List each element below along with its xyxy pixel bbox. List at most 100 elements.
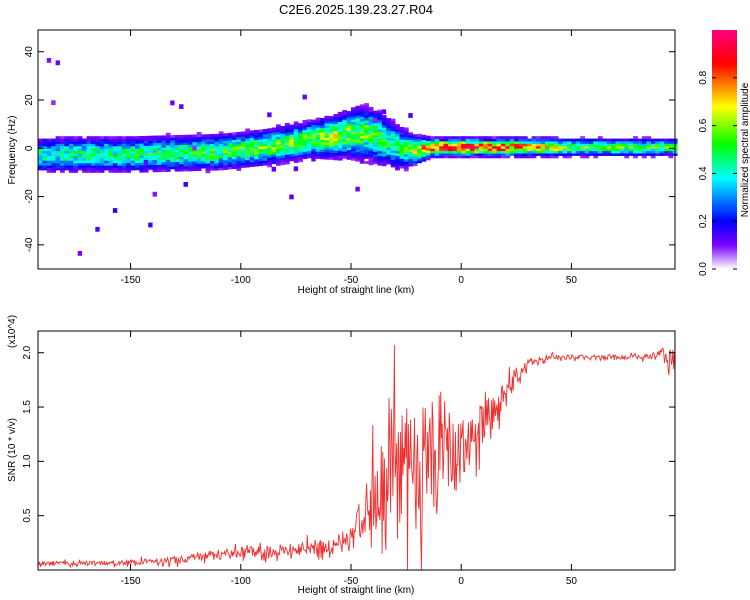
spectrogram-cell <box>368 126 374 129</box>
spectrogram-cell <box>650 148 656 152</box>
spectrogram-cell <box>276 138 281 142</box>
spectrogram-cell <box>377 155 383 159</box>
spectrogram-cell <box>284 139 290 143</box>
spectrogram-cell <box>165 159 171 163</box>
snr-y-multiplier-text: (x10^4) <box>7 315 18 348</box>
spectrogram-cell <box>633 155 638 159</box>
spectrogram-cell <box>77 160 83 164</box>
spectrogram-cell <box>514 150 519 154</box>
spectrogram-cell <box>390 123 396 127</box>
spectrogram-cell <box>668 138 674 142</box>
spectrogram-cell <box>284 137 290 141</box>
spectrogram-cell <box>425 147 431 151</box>
spectrogram-cell <box>232 132 237 136</box>
spectrogram-cell <box>448 150 453 154</box>
spectrogram-cell <box>434 145 440 149</box>
spectrogram-cell <box>271 139 277 143</box>
spectrogram-cell <box>509 143 515 147</box>
spectrogram-cell <box>637 150 643 154</box>
spectrogram-cell <box>117 145 123 149</box>
spectrogram-cell <box>434 155 440 159</box>
spectrogram-cell <box>262 150 268 154</box>
spectrogram-cell <box>606 138 612 142</box>
spectrogram-cell <box>355 132 361 136</box>
spectrogram-cell <box>399 148 405 152</box>
spectrogram-cell <box>364 110 369 114</box>
spectrogram-cell <box>320 142 325 145</box>
spectrogram-cell <box>403 154 409 157</box>
spectrogram-cell <box>395 131 400 135</box>
spectrogram-cell <box>342 139 347 142</box>
spectrogram-cell <box>373 130 378 133</box>
spectrogram-cell <box>355 105 361 109</box>
spectrogram-cell <box>505 143 511 147</box>
spectrogram-cell <box>187 149 193 152</box>
spectrogram-cell <box>42 157 48 161</box>
spectrogram-cell <box>417 150 422 154</box>
spectrogram-cell <box>148 143 153 146</box>
spectrogram-cell <box>386 130 392 133</box>
spectrogram-cell <box>249 149 255 153</box>
spectrogram-cell <box>209 146 215 149</box>
spectrogram-cell <box>602 153 608 156</box>
spectrogram-cell <box>64 148 70 152</box>
spectrogram-cell <box>483 145 488 149</box>
spectrogram-cell <box>575 138 581 142</box>
spectrogram-cell <box>258 153 264 157</box>
spectrogram-cell <box>522 153 528 156</box>
spectrogram-cell <box>298 157 303 160</box>
spectrogram-cell <box>320 151 325 155</box>
spectrogram-cell <box>280 145 286 149</box>
spectrogram-cell <box>333 143 339 146</box>
spectrogram-cell <box>567 138 572 142</box>
spectrogram-cell <box>342 136 347 140</box>
spectrogram-cell <box>42 167 48 171</box>
spectrogram-cell <box>328 157 334 160</box>
spectrogram-cell <box>333 128 339 132</box>
spectrogram-cell <box>518 136 524 139</box>
spectrogram-cell <box>403 127 409 131</box>
spectrogram-cell <box>152 157 158 161</box>
spectrogram-cell <box>46 150 52 154</box>
spectrogram-cell <box>624 148 630 152</box>
spectrogram-cell <box>611 143 616 147</box>
spectrogram-cell <box>262 160 268 164</box>
spectrogram-speck <box>373 117 378 123</box>
spectrogram-cell <box>470 138 475 142</box>
spectrogram-cell <box>452 138 458 142</box>
spectrogram-cell <box>589 153 594 156</box>
spectrogram-cell <box>82 157 87 161</box>
spectrogram-cell <box>659 141 665 144</box>
spectrogram-cell <box>567 141 572 144</box>
spectrogram-cell <box>205 155 211 159</box>
spectrogram-cell <box>55 145 61 149</box>
spectrogram-cell <box>165 135 171 139</box>
spectrogram-cell <box>593 141 599 144</box>
spectrogram-cell <box>549 136 555 139</box>
spectrogram-cell <box>130 153 136 156</box>
spectrogram-cell <box>580 153 585 156</box>
spectrogram-cell <box>209 141 215 145</box>
spectrogram-cell <box>540 138 546 142</box>
spectrogram-cell <box>421 156 427 160</box>
spectrogram-cell <box>240 155 246 159</box>
spectrogram-cell <box>245 150 250 153</box>
spectrogram-cell <box>73 165 79 168</box>
spectrogram-cell <box>580 143 585 147</box>
spectrogram-cell <box>602 143 608 147</box>
spectrogram-cell <box>320 120 325 124</box>
spectrogram-x-tick-label: -150 <box>121 275 141 286</box>
spectrogram-cell <box>236 156 242 159</box>
spectrogram-cell <box>205 153 211 157</box>
spectrogram-cell <box>368 152 374 156</box>
spectrogram-cell <box>152 159 158 163</box>
spectrogram-cell <box>328 154 334 158</box>
spectrogram-cell <box>496 145 502 149</box>
spectrogram-cell <box>121 136 127 139</box>
spectrogram-cell <box>165 140 171 143</box>
spectrogram-cell <box>271 137 277 140</box>
spectrogram-cell <box>68 143 74 147</box>
spectrogram-cell <box>240 165 246 168</box>
spectrogram-cell <box>377 124 383 127</box>
spectrogram-cell <box>205 148 211 152</box>
